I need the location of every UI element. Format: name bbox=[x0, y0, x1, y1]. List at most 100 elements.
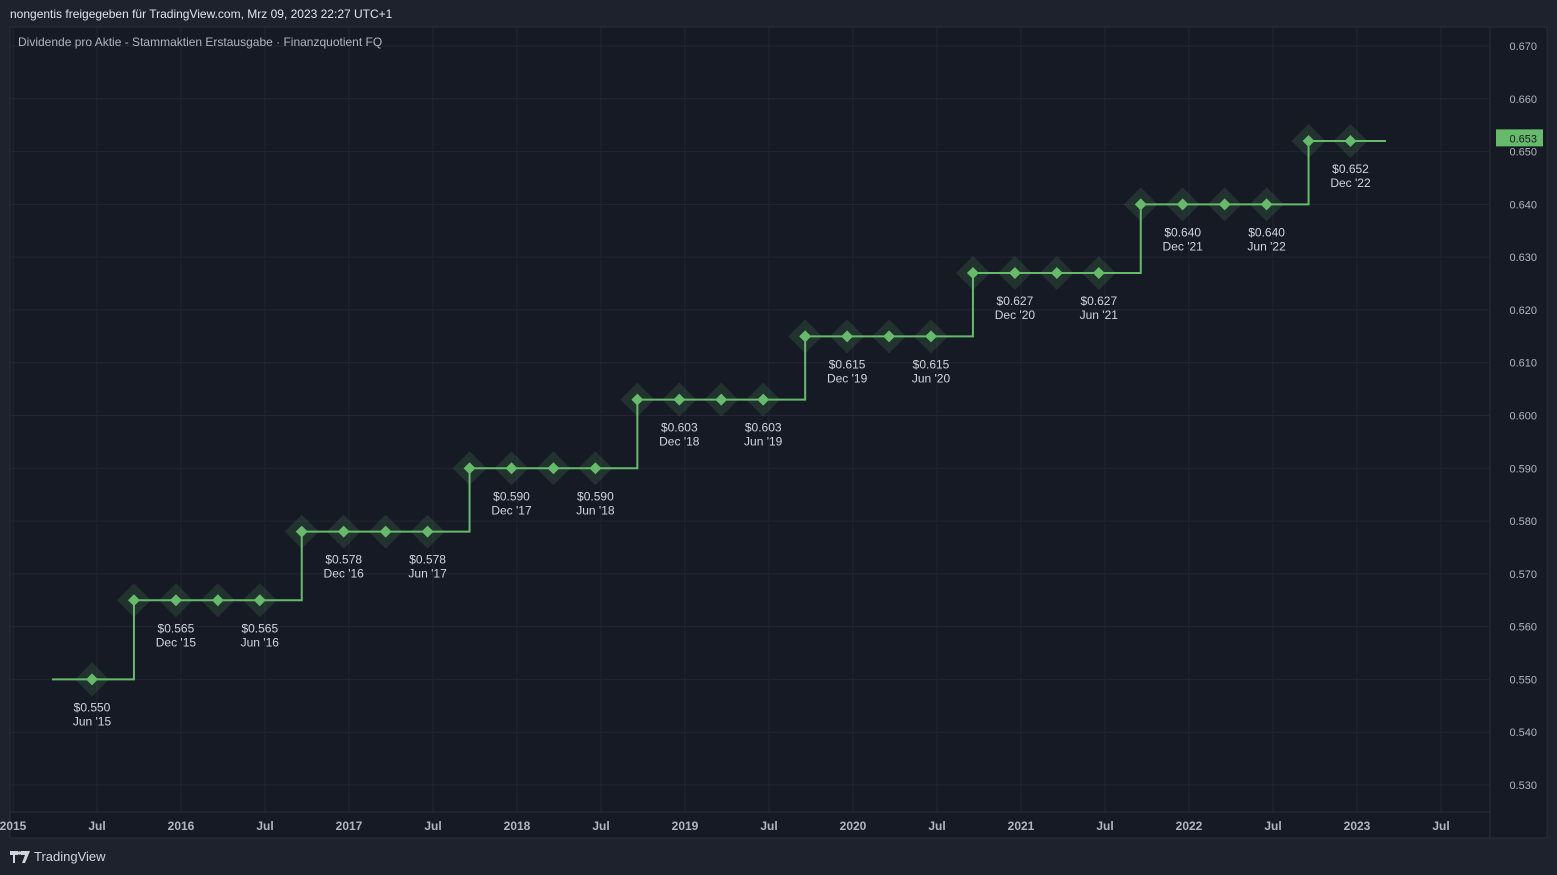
point-value-label: $0.627 bbox=[997, 294, 1034, 308]
x-tick-label: 2022 bbox=[1176, 819, 1203, 833]
x-tick-label: 2016 bbox=[168, 819, 195, 833]
y-tick-label: 0.560 bbox=[1509, 622, 1537, 634]
point-value-label: $0.578 bbox=[409, 553, 446, 567]
data-point bbox=[1134, 198, 1147, 211]
data-point bbox=[547, 462, 560, 475]
y-tick-label: 0.540 bbox=[1509, 727, 1537, 739]
point-value-label: $0.590 bbox=[493, 489, 530, 503]
point-value-label: $0.603 bbox=[661, 421, 698, 435]
point-date-label: Dec '22 bbox=[1330, 176, 1371, 190]
data-point bbox=[1050, 266, 1063, 279]
data-point bbox=[589, 462, 602, 475]
x-tick-label: Jul bbox=[592, 819, 609, 833]
data-point bbox=[253, 594, 266, 607]
current-value-label: 0.653 bbox=[1509, 133, 1537, 145]
y-tick-label: 0.600 bbox=[1509, 411, 1537, 423]
data-point bbox=[925, 330, 937, 343]
y-tick-label: 0.660 bbox=[1509, 94, 1537, 106]
point-date-label: Dec '21 bbox=[1163, 239, 1204, 253]
point-date-label: Dec '18 bbox=[659, 435, 700, 449]
x-tick-label: Jul bbox=[760, 819, 777, 833]
data-point bbox=[379, 525, 392, 538]
share-header: nongentis freigegeben für TradingView.co… bbox=[10, 7, 393, 21]
data-point bbox=[211, 594, 224, 607]
data-point bbox=[799, 330, 812, 343]
x-tick-label: Jul bbox=[1264, 819, 1281, 833]
point-date-label: Dec '19 bbox=[827, 371, 868, 385]
y-tick-label: 0.550 bbox=[1509, 674, 1537, 686]
x-tick-label: 2020 bbox=[840, 819, 867, 833]
chart-title: Dividende pro Aktie - Stammaktien Erstau… bbox=[18, 35, 383, 49]
x-tick-label: 2017 bbox=[336, 819, 363, 833]
x-tick-label: 2018 bbox=[504, 819, 531, 833]
data-point bbox=[421, 525, 434, 538]
y-tick-label: 0.580 bbox=[1509, 516, 1537, 528]
current-value-badge bbox=[1496, 129, 1543, 147]
tradingview-brand[interactable]: TradingView bbox=[10, 849, 106, 864]
y-tick-label: 0.650 bbox=[1509, 147, 1537, 159]
point-value-label: $0.550 bbox=[74, 700, 111, 714]
data-point bbox=[1092, 266, 1105, 279]
y-tick-label: 0.630 bbox=[1509, 252, 1537, 264]
data-point bbox=[1176, 198, 1189, 211]
point-value-label: $0.615 bbox=[829, 357, 866, 371]
y-tick-label: 0.530 bbox=[1509, 780, 1537, 792]
data-point bbox=[715, 393, 728, 406]
data-point bbox=[463, 462, 476, 475]
x-tick-label: 2021 bbox=[1008, 819, 1035, 833]
point-value-label: $0.627 bbox=[1080, 294, 1117, 308]
data-point bbox=[337, 525, 350, 538]
x-tick-label: Jul bbox=[1432, 819, 1449, 833]
point-value-label: $0.615 bbox=[913, 357, 950, 371]
point-date-label: Jun '21 bbox=[1080, 308, 1119, 322]
data-point bbox=[86, 673, 98, 686]
y-tick-label: 0.610 bbox=[1509, 358, 1537, 370]
data-point bbox=[966, 266, 979, 279]
data-point bbox=[295, 525, 308, 538]
x-tick-label: Jul bbox=[88, 819, 105, 833]
x-tick-label: 2015 bbox=[0, 819, 27, 833]
y-tick-label: 0.620 bbox=[1509, 305, 1537, 317]
data-point bbox=[883, 330, 896, 343]
x-tick-label: Jul bbox=[256, 819, 273, 833]
data-point bbox=[1218, 198, 1231, 211]
point-date-label: Dec '20 bbox=[995, 308, 1036, 322]
point-value-label: $0.565 bbox=[241, 621, 278, 635]
data-point bbox=[169, 594, 182, 607]
point-value-label: $0.640 bbox=[1164, 225, 1201, 239]
x-tick-label: Jul bbox=[424, 819, 441, 833]
point-value-label: $0.603 bbox=[745, 421, 782, 435]
point-value-label: $0.578 bbox=[325, 553, 362, 567]
x-tick-label: Jul bbox=[1096, 819, 1113, 833]
point-value-label: $0.590 bbox=[577, 489, 614, 503]
point-date-label: Dec '16 bbox=[324, 567, 365, 581]
plot-background bbox=[9, 26, 1548, 839]
data-point bbox=[757, 393, 770, 406]
data-point bbox=[1260, 198, 1273, 211]
data-point bbox=[1008, 266, 1021, 279]
y-tick-label: 0.670 bbox=[1509, 41, 1537, 53]
brand-name: TradingView bbox=[34, 849, 106, 864]
data-point bbox=[1344, 135, 1357, 148]
point-date-label: Jun '15 bbox=[73, 714, 112, 728]
data-point bbox=[505, 462, 518, 475]
point-date-label: Jun '18 bbox=[576, 503, 615, 517]
tradingview-logo-icon bbox=[10, 850, 30, 863]
x-tick-label: Jul bbox=[928, 819, 945, 833]
y-tick-label: 0.640 bbox=[1509, 199, 1537, 211]
x-tick-label: 2023 bbox=[1344, 819, 1371, 833]
point-date-label: Dec '15 bbox=[156, 635, 197, 649]
point-date-label: Jun '16 bbox=[241, 635, 280, 649]
data-point bbox=[673, 393, 686, 406]
point-date-label: Jun '20 bbox=[912, 371, 951, 385]
point-value-label: $0.640 bbox=[1248, 225, 1285, 239]
point-date-label: Jun '22 bbox=[1247, 239, 1286, 253]
data-point bbox=[127, 594, 140, 607]
data-point bbox=[631, 393, 644, 406]
y-tick-label: 0.590 bbox=[1509, 463, 1537, 475]
x-tick-label: 2019 bbox=[672, 819, 699, 833]
point-date-label: Jun '17 bbox=[408, 567, 447, 581]
data-point bbox=[1302, 135, 1315, 148]
data-point bbox=[841, 330, 854, 343]
